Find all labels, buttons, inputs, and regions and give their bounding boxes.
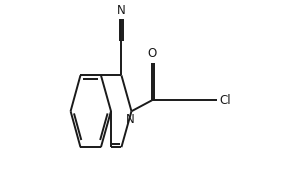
Text: N: N [117, 5, 126, 17]
Text: N: N [126, 113, 135, 126]
Text: Cl: Cl [219, 94, 231, 107]
Text: O: O [148, 47, 157, 60]
